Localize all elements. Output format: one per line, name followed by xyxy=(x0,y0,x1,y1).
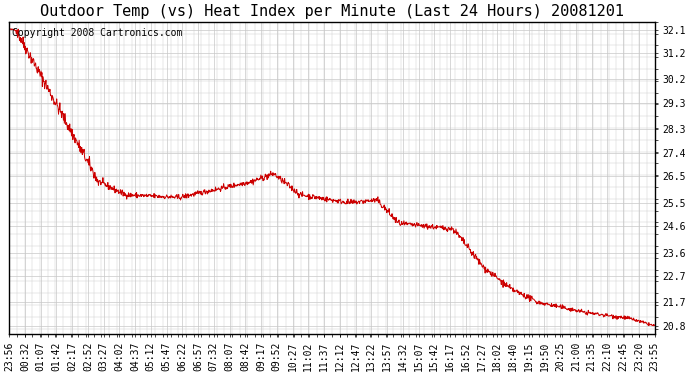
Text: Copyright 2008 Cartronics.com: Copyright 2008 Cartronics.com xyxy=(12,28,183,38)
Title: Outdoor Temp (vs) Heat Index per Minute (Last 24 Hours) 20081201: Outdoor Temp (vs) Heat Index per Minute … xyxy=(40,4,624,19)
